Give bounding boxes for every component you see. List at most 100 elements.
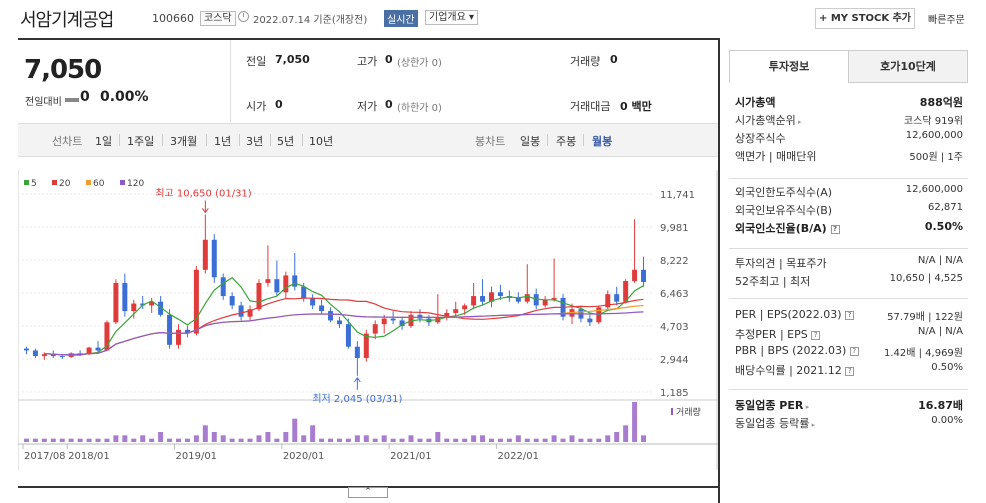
help-icon[interactable]: ? (849, 346, 859, 356)
candle-body (363, 333, 369, 358)
invest-row-label: 추정PER | EPS ? (735, 326, 821, 342)
volume-bar (336, 438, 342, 442)
volume-bar (542, 438, 548, 442)
candle-body (587, 318, 593, 323)
candle-body (59, 356, 65, 358)
volume-bar (533, 438, 539, 442)
prev-label: 전일 (246, 55, 267, 68)
tab-orderbook[interactable]: 호가10단계 (848, 50, 968, 83)
volume-bar (381, 435, 387, 442)
volume-bar (641, 435, 647, 442)
help-icon[interactable]: ? (845, 310, 855, 320)
realtime-badge[interactable]: 실시간 (384, 10, 418, 27)
period-5y[interactable]: 5년 (277, 135, 295, 148)
candle-body (202, 239, 208, 270)
y-tick-label: 6,463 (660, 289, 689, 300)
volume-bar (301, 435, 307, 442)
candle-body (641, 269, 647, 282)
volume-bar (435, 432, 441, 442)
period-10y[interactable]: 10년 (309, 135, 334, 148)
invest-row: PBR | BPS (2022.03) ? 1.42배 | 4,969원 (735, 344, 963, 361)
volume-bar (23, 438, 29, 442)
invest-row: 외국인소진율(B/A) ? 0.50% (735, 220, 963, 237)
volume-bar (578, 438, 584, 442)
candle-weekly[interactable]: 주봉 (556, 135, 577, 148)
volume-bar (345, 438, 351, 442)
caret-right-icon[interactable]: ▸ (803, 403, 810, 411)
invest-row-label: 시가총액순위 ▸ (735, 114, 802, 127)
legend-label: 20 (59, 179, 71, 189)
caret-right-icon[interactable]: ▸ (795, 118, 802, 126)
invest-row: 배당수익률 | 2021.12 ? 0.50% (735, 362, 963, 379)
volume-bar (86, 438, 92, 442)
sep (119, 134, 120, 146)
caret-right-icon[interactable]: ▸ (809, 421, 816, 429)
candle-monthly[interactable]: 월봉 (592, 135, 613, 148)
volume-bar (596, 438, 602, 442)
volume-bar (95, 438, 101, 442)
candle-body (41, 354, 47, 357)
volume-bar (453, 438, 459, 442)
period-bar (18, 123, 718, 157)
legend-swatch (120, 180, 125, 185)
volume-bar (184, 438, 190, 442)
period-1w[interactable]: 1주일 (127, 135, 155, 148)
stock-chart[interactable]: 11,741 9,981 8,222 6,463 4,703 2,944 1,185 5 20 6… (18, 170, 718, 470)
volume-bar (283, 432, 289, 442)
candle-body (77, 353, 83, 355)
current-price: 7,050 (24, 55, 102, 85)
invest-row: 추정PER | EPS ? N/A | N/A (735, 326, 963, 343)
volume-bar (489, 438, 494, 442)
candle-body (220, 277, 226, 297)
candle-body (345, 324, 351, 347)
amount-value: 0 백만 (620, 100, 652, 113)
help-icon[interactable]: ? (845, 366, 855, 376)
candle-body (336, 320, 342, 325)
add-my-stock-button[interactable]: + MY STOCK 추가 (815, 8, 915, 29)
volume-bar (77, 438, 83, 442)
high-arrow-head (201, 208, 209, 214)
period-3y[interactable]: 3년 (246, 135, 264, 148)
x-tick-label: 2022/01 (497, 451, 539, 462)
ma-line (44, 311, 644, 356)
high-label: 고가 (357, 55, 378, 68)
invest-row-label: 투자의견 | 목표주가 (735, 257, 827, 270)
candle-body (497, 292, 503, 297)
quick-order-link[interactable]: 빠른주문 (928, 15, 965, 26)
period-1d[interactable]: 1일 (95, 135, 113, 148)
invest-row-label: 52주최고 | 최저 (735, 275, 811, 288)
candle-body (417, 314, 423, 319)
help-icon[interactable]: ? (830, 224, 840, 234)
legend-swatch (24, 180, 29, 185)
company-summary-button[interactable]: 기업개요 ▾ (425, 10, 479, 25)
volume-bar (158, 432, 164, 442)
volume-legend-mark (671, 408, 673, 415)
market-badge: 코스닥 (200, 11, 236, 26)
volume-bar (319, 438, 325, 442)
volume-bar (149, 438, 155, 442)
y-tick-label: 9,981 (660, 223, 689, 234)
candle-body (533, 294, 539, 306)
volume-bar (587, 438, 593, 442)
base-date: 2022.07.14 기준(개장전) (253, 15, 368, 26)
candle-body (184, 329, 190, 334)
candle-body (238, 305, 244, 317)
invest-row: 동일업종 PER ▸ 16.87배 (735, 397, 963, 414)
candle-daily[interactable]: 일봉 (520, 135, 541, 148)
volume-bar (497, 438, 503, 442)
x-tick-label: 2020/01 (283, 451, 325, 462)
period-1y[interactable]: 1년 (214, 135, 232, 148)
sep (239, 134, 240, 146)
period-3m[interactable]: 3개월 (170, 135, 198, 148)
tab-invest-info[interactable]: 투자정보 (729, 50, 849, 83)
prevdiff-percent: 0.00% (100, 89, 149, 105)
volume-bar (569, 435, 575, 442)
collapse-chevron-icon[interactable]: ⌃ (348, 487, 388, 498)
volume-bar (50, 438, 56, 442)
invest-row-value: 12,600,000 (905, 184, 963, 195)
upper-limit: (상한가 0) (397, 58, 442, 69)
candle-body (480, 296, 486, 302)
help-icon[interactable]: ? (811, 330, 821, 340)
invest-row-value: 57.79배 | 122원 (887, 312, 963, 323)
candle-body (274, 279, 280, 293)
